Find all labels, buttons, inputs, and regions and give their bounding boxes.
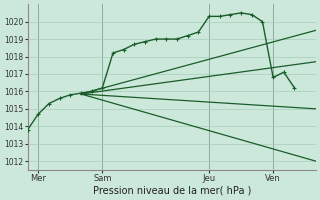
X-axis label: Pression niveau de la mer( hPa ): Pression niveau de la mer( hPa ) (92, 186, 251, 196)
